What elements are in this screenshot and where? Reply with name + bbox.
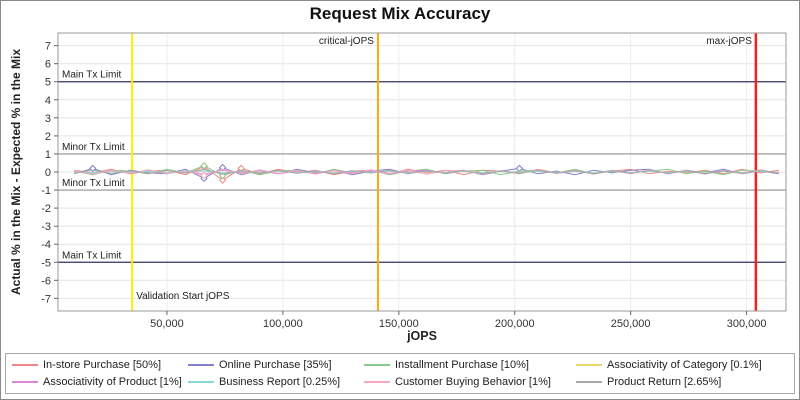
y-tick-label: -5: [41, 257, 51, 269]
jops-marker-label: max-jOPS: [706, 36, 752, 47]
legend-label: Product Return [2.65%]: [607, 376, 722, 389]
y-tick-label: -4: [41, 239, 51, 251]
y-tick-label: -7: [41, 293, 51, 305]
chart-title: Request Mix Accuracy: [309, 4, 491, 23]
y-tick-label: -2: [41, 203, 51, 215]
x-tick-label: 100,000: [263, 318, 303, 330]
jops-marker-label: critical-jOPS: [319, 36, 374, 47]
legend-box: In-store Purchase [50%] Online Purchase […: [5, 353, 795, 394]
legend-item: Business Report [0.25%]: [188, 376, 364, 388]
jops-marker-label: Validation Start jOPS: [136, 291, 230, 302]
legend-swatch: [364, 381, 390, 384]
series-marker: [200, 171, 208, 180]
legend-swatch: [188, 363, 214, 366]
y-tick-label: 3: [45, 113, 51, 125]
series-marker: [200, 161, 208, 170]
legend-swatch: [188, 381, 214, 384]
legend-item: In-store Purchase [50%]: [12, 359, 188, 371]
tx-limit-label: Main Tx Limit: [62, 250, 121, 261]
x-tick-label: 150,000: [379, 318, 419, 330]
series-marker: [89, 164, 97, 173]
y-tick-label: 4: [45, 95, 51, 107]
y-tick-label: -6: [41, 275, 51, 287]
legend-item: Product Return [2.65%]: [576, 376, 788, 388]
legend-label: Online Purchase [35%]: [219, 358, 332, 371]
legend-item: Online Purchase [35%]: [188, 359, 364, 371]
legend-label: Business Report [0.25%]: [219, 376, 341, 389]
plot-canvas: Main Tx Limit Minor Tx Limit Minor Tx Limi…: [41, 32, 787, 330]
y-tick-label: 1: [45, 149, 51, 161]
x-tick-label: 300,000: [727, 318, 767, 330]
legend-label: Customer Buying Behavior [1%]: [395, 376, 551, 389]
y-tick-label: 2: [45, 131, 51, 143]
series-line: [74, 168, 780, 175]
x-tick-label: 50,000: [150, 318, 184, 330]
legend-swatch: [12, 381, 38, 384]
y-tick-label: -1: [41, 185, 51, 197]
series-line: [74, 165, 780, 177]
tx-limit-label: Minor Tx Limit: [62, 178, 125, 189]
legend-swatch: [576, 363, 602, 366]
x-tick-label: 200,000: [495, 318, 535, 330]
legend-label: Associativity of Product [1%]: [43, 376, 182, 389]
legend-swatch: [576, 381, 602, 384]
legend-swatch: [12, 363, 38, 366]
x-tick-label: 250,000: [611, 318, 651, 330]
legend-label: In-store Purchase [50%]: [43, 358, 162, 371]
series-marker: [218, 176, 227, 184]
legend-item: Associativity of Category [0.1%]: [576, 359, 788, 371]
y-tick-label: -3: [41, 221, 51, 233]
y-tick-label: 7: [45, 41, 51, 53]
x-axis-title: jOPS: [407, 329, 437, 343]
legend-item: Customer Buying Behavior [1%]: [364, 376, 576, 388]
tx-limit-label: Minor Tx Limit: [62, 142, 125, 153]
legend-swatch: [364, 363, 390, 366]
y-tick-label: 0: [45, 167, 51, 179]
legend-item: Associativity of Product [1%]: [12, 376, 188, 388]
legend-label: Installment Purchase [10%]: [395, 358, 529, 371]
y-tick-label: 5: [45, 77, 51, 89]
y-tick-label: 6: [45, 59, 51, 71]
legend-item: Installment Purchase [10%]: [364, 359, 576, 371]
tx-limit-label: Main Tx Limit: [62, 70, 121, 81]
legend-label: Associativity of Category [0.1%]: [607, 358, 762, 371]
